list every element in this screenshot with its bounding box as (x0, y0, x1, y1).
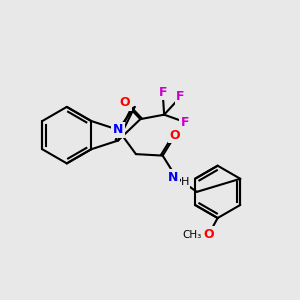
Text: O: O (120, 96, 130, 109)
Text: H: H (182, 177, 190, 188)
Text: F: F (176, 90, 185, 103)
Text: O: O (170, 129, 181, 142)
Text: F: F (158, 86, 167, 99)
Text: CH₃: CH₃ (183, 230, 202, 240)
Text: N: N (168, 170, 178, 184)
Text: O: O (203, 228, 214, 241)
Text: F: F (181, 116, 189, 129)
Text: N: N (113, 123, 123, 136)
